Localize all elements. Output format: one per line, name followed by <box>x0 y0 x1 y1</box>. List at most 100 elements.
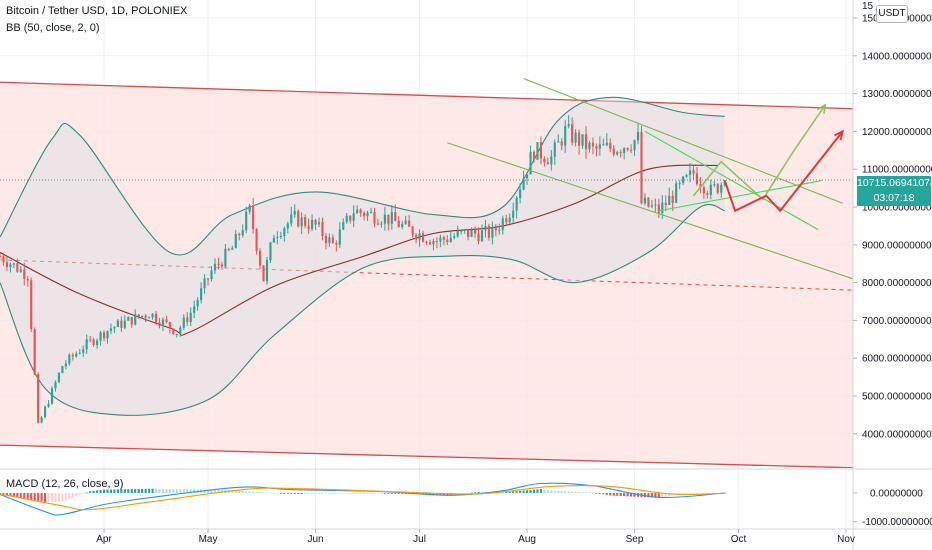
candle <box>418 229 421 247</box>
time-tick-label: Nov <box>837 534 855 545</box>
candle-body <box>512 210 515 218</box>
macd-histogram-bar <box>279 493 282 494</box>
candle-body <box>498 229 501 231</box>
price-axis[interactable]: 15000.0000000014000.0000000013000.000000… <box>853 1 932 440</box>
macd-histogram-bar <box>130 489 133 493</box>
macd-histogram-bar <box>543 489 546 493</box>
macd-histogram-bar <box>19 493 22 498</box>
macd-histogram-bar <box>380 493 383 494</box>
candle-body <box>702 187 705 194</box>
macd-histogram-bar <box>179 489 182 493</box>
time-axis[interactable]: Apr May Jun Jul Aug Sep Oct Nov <box>96 529 855 545</box>
candle-body <box>297 210 300 227</box>
macd-histogram-bar <box>165 488 168 493</box>
candle-body <box>200 288 203 301</box>
macd-axis[interactable]: 0.00000000 -1000.00000000 <box>853 489 932 529</box>
candle <box>435 237 438 249</box>
macd-label[interactable]: MACD (12, 26, close, 9) <box>6 478 124 490</box>
macd-histogram-bar <box>44 493 47 503</box>
candle-body <box>50 388 54 404</box>
macd-histogram-bar <box>203 489 206 493</box>
countdown-tag: 03:07:18 <box>857 191 931 206</box>
macd-histogram-bar <box>695 493 699 495</box>
candle-body <box>300 217 303 227</box>
candle <box>33 327 36 376</box>
macd-histogram-bar <box>255 491 258 493</box>
candle-body <box>446 239 449 243</box>
candle-body <box>186 317 189 323</box>
candle <box>217 257 220 270</box>
macd-histogram-bar <box>505 492 508 493</box>
macd-histogram-bar <box>356 493 359 494</box>
macd-histogram-bar <box>359 493 362 494</box>
candle <box>411 225 414 238</box>
candle-body <box>9 264 12 268</box>
price-tick-label-partial: 15 <box>862 1 874 12</box>
candle-body <box>411 226 414 236</box>
macd-histogram-bar <box>134 489 137 493</box>
candle-body <box>151 313 154 318</box>
macd-histogram-bar <box>5 493 9 495</box>
candle <box>609 138 612 153</box>
macd-histogram-bar <box>113 489 116 493</box>
macd-histogram-bar <box>366 493 369 494</box>
candle-body <box>269 242 272 261</box>
candle <box>54 380 57 392</box>
macd-histogram-bar <box>553 490 556 493</box>
candle-body <box>102 332 106 339</box>
candle-body <box>453 236 456 238</box>
macd-histogram-bar <box>633 493 636 497</box>
candle <box>668 187 671 206</box>
candle <box>636 122 640 145</box>
candle-body <box>678 182 681 184</box>
candle-body <box>595 146 598 149</box>
channel-bottom-line <box>0 444 853 468</box>
macd-histogram-bar <box>89 491 92 493</box>
candle <box>290 206 293 227</box>
candle-body <box>522 178 525 190</box>
candle <box>359 208 362 217</box>
candle <box>9 262 12 273</box>
candle-body <box>675 183 678 203</box>
candle <box>349 215 352 224</box>
candle-body <box>30 280 33 330</box>
candle-body <box>168 322 171 329</box>
candle-body <box>626 148 629 150</box>
macd-histogram-bar <box>186 489 189 493</box>
candle <box>640 125 643 205</box>
candle-body <box>536 142 539 160</box>
price-tick-label: 9000.00000000 <box>862 240 932 251</box>
time-tick-label: May <box>199 534 218 545</box>
candle-body <box>245 211 248 231</box>
candle-body <box>290 214 293 224</box>
candle <box>664 195 667 212</box>
indicator-label[interactable]: BB (50, close, 2, 0) <box>6 22 100 34</box>
macd-histogram-bar <box>324 493 328 494</box>
candle-body <box>158 322 161 326</box>
candle <box>460 230 463 235</box>
currency-badge[interactable]: USDT <box>876 5 908 23</box>
candle-body <box>172 328 175 335</box>
candle <box>172 328 175 336</box>
candle-body <box>75 353 78 357</box>
macd-histogram-bar <box>609 493 612 496</box>
candle-body <box>314 219 317 225</box>
macd-histogram-bar <box>643 493 647 498</box>
candle <box>442 235 445 246</box>
red-forecast-path <box>723 130 844 213</box>
macd-histogram-bar <box>16 493 19 497</box>
macd-histogram-bar <box>64 493 67 501</box>
candle <box>720 182 723 198</box>
candle <box>501 215 504 235</box>
macd-histogram-bar <box>75 493 78 497</box>
macd-tick-label: -1000.00000000 <box>862 517 932 528</box>
macd-histogram-bar <box>258 492 262 493</box>
candle-body <box>144 315 147 318</box>
candle <box>106 330 109 344</box>
candle <box>515 195 518 219</box>
candle <box>57 372 61 384</box>
candle-body <box>252 205 255 230</box>
candle <box>161 317 165 332</box>
candle-body <box>92 339 95 346</box>
